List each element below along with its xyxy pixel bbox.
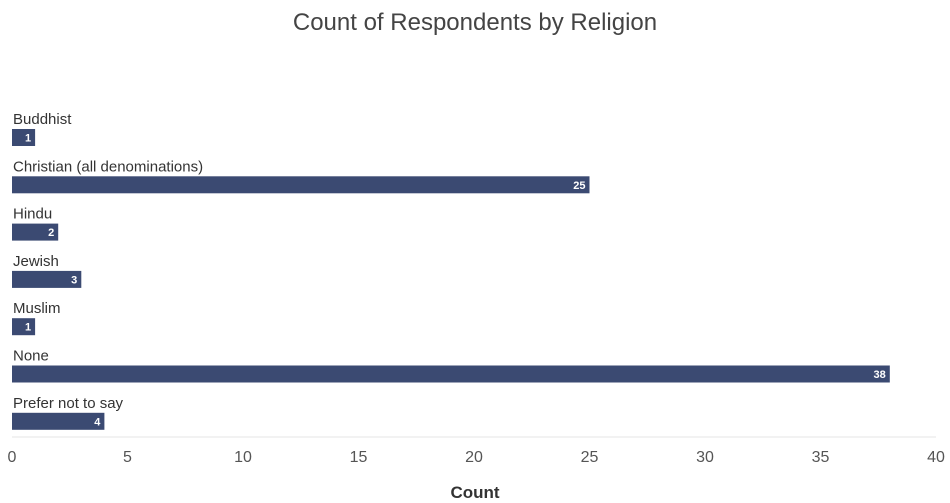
bar-value-label-muslim: 1 [25, 322, 31, 334]
bar-none [12, 365, 890, 383]
category-label-none: None [13, 348, 49, 365]
bar-value-label-prefer-not-to-say: 4 [94, 416, 101, 428]
bar-prefer-not-to-say [12, 412, 105, 430]
x-tick-label-40: 40 [927, 449, 945, 466]
chart-title: Count of Respondents by Religion [293, 9, 657, 36]
category-label-buddhist: Buddhist [13, 111, 72, 128]
x-tick-label-15: 15 [350, 449, 368, 466]
x-tick-label-30: 30 [696, 449, 714, 466]
bar-christian-all-denominations [12, 176, 590, 194]
x-tick-label-35: 35 [812, 449, 830, 466]
category-label-hindu: Hindu [13, 206, 52, 223]
x-tick-label-0: 0 [8, 449, 17, 466]
x-tick-label-5: 5 [123, 449, 132, 466]
bar-value-label-jewish: 3 [71, 274, 77, 286]
x-axis-ticks: 0 5 10 15 20 25 30 35 40 [8, 449, 945, 466]
x-tick-label-10: 10 [234, 449, 252, 466]
bar-value-label-christian-all-denominations: 25 [573, 180, 585, 192]
bar-muslim [12, 318, 36, 336]
bars-group: Buddhist 1 Christian (all denominations) 25… [12, 111, 890, 430]
category-label-jewish: Jewish [13, 253, 59, 270]
bar-value-label-none: 38 [874, 369, 886, 381]
bar-hindu [12, 223, 59, 241]
x-tick-label-20: 20 [465, 449, 483, 466]
x-axis-title: Count [450, 483, 499, 502]
category-label-christian-all-denominations: Christian (all denominations) [13, 158, 203, 175]
category-label-prefer-not-to-say: Prefer not to say [13, 395, 124, 412]
x-tick-label-25: 25 [581, 449, 599, 466]
bar-value-label-buddhist: 1 [25, 133, 31, 145]
category-label-muslim: Muslim [13, 300, 61, 317]
bar-value-label-hindu: 2 [48, 227, 54, 239]
bar-buddhist [12, 129, 36, 146]
bar-jewish [12, 270, 82, 288]
